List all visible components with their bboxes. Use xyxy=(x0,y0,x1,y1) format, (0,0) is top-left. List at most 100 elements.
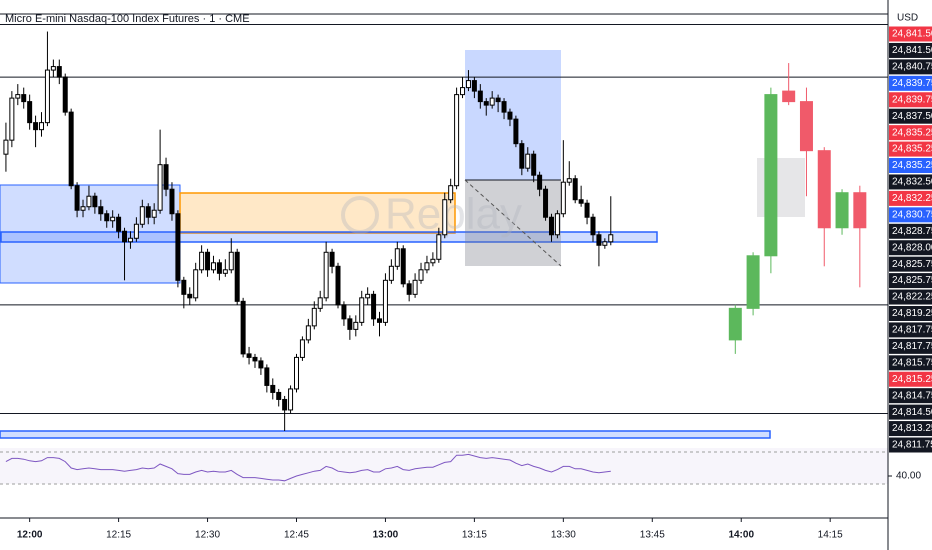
candle-body xyxy=(234,251,240,302)
candle-body xyxy=(572,178,578,201)
candle-body xyxy=(44,69,50,124)
price-label: 24,835.25 xyxy=(892,144,932,155)
candle-body xyxy=(430,258,436,264)
price-label-bg xyxy=(889,355,932,371)
price-label-bg xyxy=(889,421,932,437)
candle-body xyxy=(590,216,596,236)
candle-body xyxy=(222,269,228,274)
candle-body xyxy=(371,293,377,320)
candle-body xyxy=(15,94,21,99)
candle-body xyxy=(341,304,347,320)
price-label: 24,813.25 xyxy=(892,423,932,434)
candle-body xyxy=(537,174,543,190)
price-label: 24,814.50 xyxy=(892,407,932,418)
candle-body xyxy=(317,297,323,309)
price-label-bg xyxy=(889,75,932,91)
watermark: Replay xyxy=(341,190,522,239)
candle-body xyxy=(187,293,193,299)
candle-body xyxy=(483,101,489,106)
price-label: 24,830.75 xyxy=(892,209,932,220)
price-label: 24,841.50 xyxy=(892,29,932,40)
price-label-bg xyxy=(889,305,932,321)
price-label-bg xyxy=(889,42,932,58)
watermark-icon xyxy=(341,196,379,234)
candle-body xyxy=(311,307,317,327)
candle-body xyxy=(377,318,383,323)
candle-body xyxy=(835,192,849,229)
candle-body xyxy=(382,279,388,323)
price-label-bg xyxy=(889,322,932,338)
candle-body xyxy=(400,248,406,285)
blue-band-low xyxy=(0,430,771,439)
candle-body xyxy=(62,76,68,113)
price-label-bg xyxy=(889,338,932,354)
price-label: 24,837.50 xyxy=(892,111,932,122)
price-label-bg xyxy=(889,26,932,42)
candle-body xyxy=(276,391,282,400)
price-label-bg xyxy=(889,240,932,256)
candle-body xyxy=(578,199,584,204)
ghost-box xyxy=(757,158,805,217)
x-tick-label: 13:15 xyxy=(462,530,487,541)
candle-body xyxy=(157,164,163,211)
price-label-bg xyxy=(889,371,932,387)
candle-body xyxy=(199,251,205,271)
candle-body xyxy=(365,293,371,299)
x-tick-label: 12:15 xyxy=(106,530,131,541)
candle-body xyxy=(418,269,424,281)
candle-body xyxy=(39,122,45,131)
price-label-bg xyxy=(889,273,932,289)
candle-body xyxy=(252,356,258,362)
candle-body xyxy=(501,101,507,113)
candle-body xyxy=(288,388,294,411)
price-label: 24,825.75 xyxy=(892,259,932,270)
candle-body xyxy=(477,90,483,103)
price-label-bg xyxy=(889,174,932,190)
rsi-line xyxy=(5,453,611,482)
candle-body xyxy=(216,262,222,274)
candle-body xyxy=(33,122,39,131)
price-label: 24,828.75 xyxy=(892,226,932,237)
candle-body xyxy=(181,279,187,295)
x-tick-label: 13:00 xyxy=(373,530,399,541)
range-diagonal xyxy=(464,179,562,267)
price-label-bg xyxy=(889,92,932,108)
candle-body xyxy=(471,80,477,92)
price-label: 24,811.75 xyxy=(892,440,932,451)
candle-body xyxy=(240,300,246,355)
candle-body xyxy=(388,265,394,281)
candle-body xyxy=(205,251,211,271)
rsi-background xyxy=(0,448,888,484)
candle-body xyxy=(210,262,216,271)
price-label: 24,825.75 xyxy=(892,275,932,286)
price-label-bg xyxy=(889,141,932,157)
price-label-bg xyxy=(889,190,932,206)
x-tick-label: 14:15 xyxy=(818,530,843,541)
candle-body xyxy=(548,216,554,236)
candle-body xyxy=(3,139,9,155)
candle-body xyxy=(728,307,742,341)
candle-body xyxy=(531,153,537,176)
price-label: 24,815.25 xyxy=(892,374,932,385)
candle-body xyxy=(359,297,365,323)
price-label: 24,839.75 xyxy=(892,78,932,89)
candle-body xyxy=(507,111,513,120)
candle-body xyxy=(412,279,418,295)
candle-body xyxy=(746,255,760,309)
candle-body xyxy=(543,188,549,218)
price-label: 24,835.25 xyxy=(892,160,932,171)
candle-body xyxy=(454,94,460,187)
price-label: 24,839.75 xyxy=(892,94,932,105)
x-tick-label: 12:45 xyxy=(284,530,309,541)
candle-body xyxy=(424,262,430,271)
candle-body xyxy=(329,251,335,267)
candle-body xyxy=(127,237,133,243)
candle-body xyxy=(596,234,602,246)
candle-body xyxy=(347,318,353,330)
candle-body xyxy=(9,97,15,141)
price-label: 24,828.00 xyxy=(892,242,932,253)
candle-body xyxy=(74,185,80,211)
candle-body xyxy=(193,269,199,299)
candle-body xyxy=(50,66,56,71)
